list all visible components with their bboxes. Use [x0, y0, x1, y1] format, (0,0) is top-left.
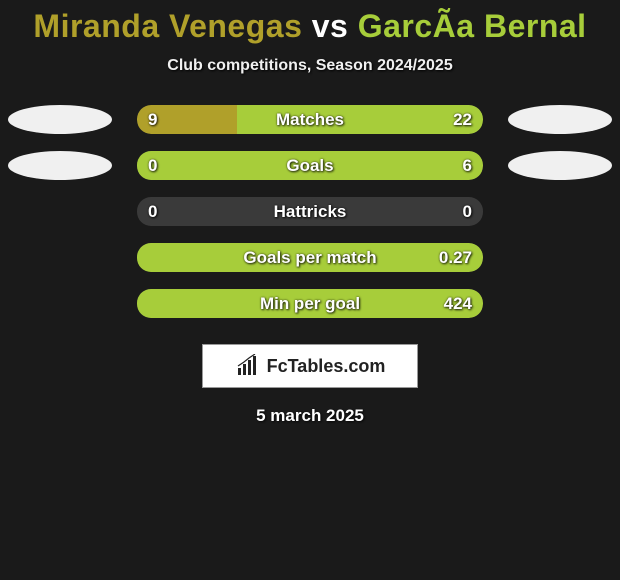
bar-fill-right [137, 289, 483, 318]
bar-track [137, 151, 483, 180]
stat-row: Min per goal424 [0, 289, 620, 318]
player1-name: Miranda Venegas [33, 8, 302, 44]
player1-badge [8, 105, 112, 134]
subtitle: Club competitions, Season 2024/2025 [0, 57, 620, 75]
stat-row: Hattricks00 [0, 197, 620, 226]
player2-name: GarcÃ­a Bernal [358, 8, 587, 44]
bar-track [137, 197, 483, 226]
stat-row: Goals per match0.27 [0, 243, 620, 272]
player2-badge [508, 151, 612, 180]
chart-icon [235, 354, 261, 378]
site-name: FcTables.com [267, 356, 386, 377]
stat-value-left: 0 [148, 151, 157, 180]
bar-track [137, 289, 483, 318]
stat-value-right: 0.27 [439, 243, 472, 272]
bar-track [137, 105, 483, 134]
stat-value-right: 424 [444, 289, 472, 318]
comparison-chart: Matches922Goals06Hattricks00Goals per ma… [0, 105, 620, 318]
date-label: 5 march 2025 [0, 406, 620, 426]
player1-badge [8, 151, 112, 180]
bar-fill-right [237, 105, 483, 134]
stat-value-right: 22 [453, 105, 472, 134]
stat-row: Goals06 [0, 151, 620, 180]
stat-value-left: 0 [148, 197, 157, 226]
site-logo: FcTables.com [202, 344, 418, 388]
player2-badge [508, 105, 612, 134]
stat-row: Matches922 [0, 105, 620, 134]
stat-value-right: 0 [463, 197, 472, 226]
bar-track [137, 243, 483, 272]
vs-text: vs [312, 8, 349, 44]
bar-fill-right [137, 151, 483, 180]
stat-value-right: 6 [463, 151, 472, 180]
page-title: Miranda Venegas vs GarcÃ­a Bernal [0, 0, 620, 45]
bar-fill-right [137, 243, 483, 272]
stat-value-left: 9 [148, 105, 157, 134]
